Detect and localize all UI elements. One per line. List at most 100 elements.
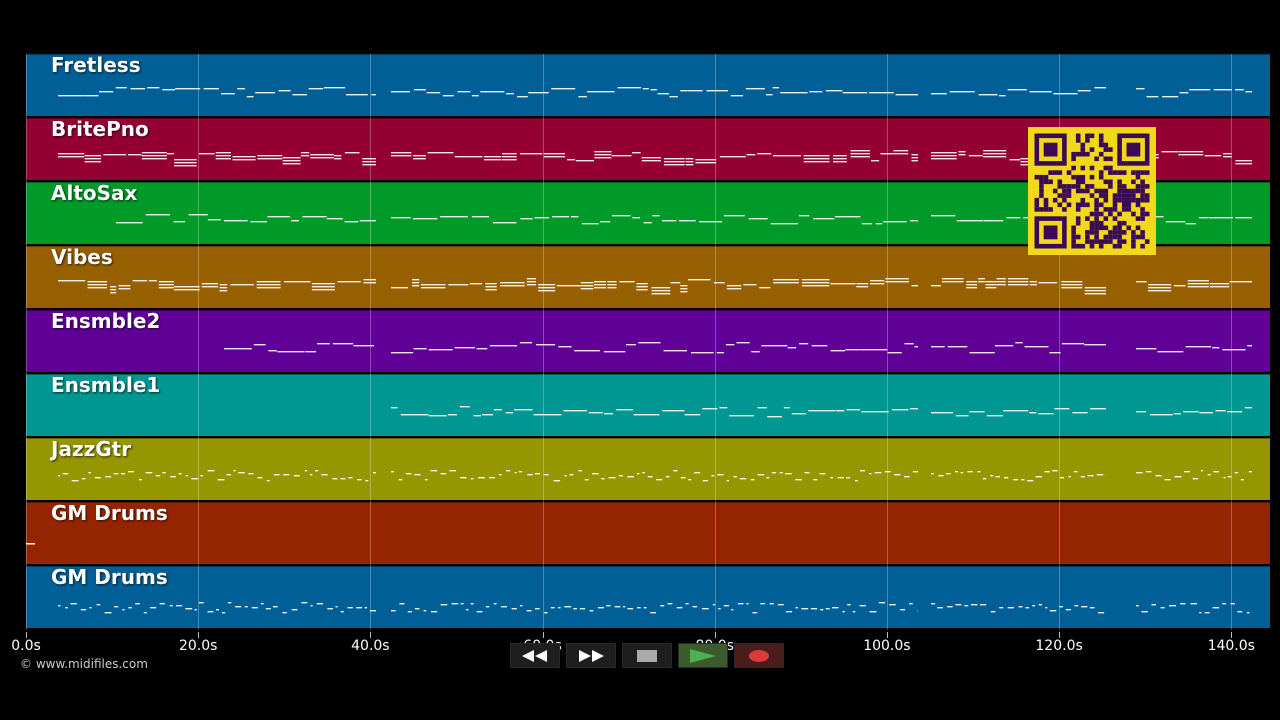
stop-button[interactable] xyxy=(622,643,672,668)
note-mark xyxy=(1027,480,1034,482)
note-mark xyxy=(761,345,788,347)
note-mark xyxy=(65,607,68,609)
note-mark xyxy=(300,152,310,154)
transport-controls xyxy=(510,643,784,668)
time-tick xyxy=(26,632,27,638)
note-mark xyxy=(174,289,200,291)
note-mark xyxy=(1199,612,1202,614)
note-mark xyxy=(820,609,824,611)
note-mark xyxy=(801,608,809,610)
note-mark xyxy=(1246,612,1250,614)
note-mark xyxy=(449,470,456,472)
note-mark xyxy=(623,606,626,608)
note-mark xyxy=(813,218,835,220)
note-mark xyxy=(773,155,801,157)
note-mark xyxy=(594,154,612,156)
note-mark xyxy=(627,476,634,478)
note-mark xyxy=(407,611,412,613)
time-tick xyxy=(1231,632,1233,638)
record-button[interactable] xyxy=(734,643,784,668)
note-mark xyxy=(99,91,114,93)
note-mark xyxy=(636,289,648,291)
qr-code-image xyxy=(1028,127,1156,255)
note-mark xyxy=(860,349,888,351)
note-mark xyxy=(937,607,943,609)
note-mark xyxy=(579,608,586,610)
note-mark xyxy=(573,608,577,610)
rewind-button[interactable] xyxy=(510,643,560,668)
note-mark xyxy=(238,472,245,474)
note-mark xyxy=(967,471,973,473)
play-button[interactable] xyxy=(678,643,728,668)
note-mark xyxy=(353,345,374,347)
note-mark xyxy=(232,156,256,158)
note-mark xyxy=(96,604,101,606)
note-mark xyxy=(391,152,412,154)
note-mark xyxy=(58,156,85,158)
fast-forward-button[interactable] xyxy=(566,643,616,668)
note-mark xyxy=(652,215,660,217)
note-mark xyxy=(412,282,420,284)
note-mark xyxy=(1072,412,1088,414)
note-mark xyxy=(968,155,983,157)
note-mark xyxy=(687,90,703,92)
time-tick-label: 100.0s xyxy=(863,638,911,654)
note-mark xyxy=(533,414,562,416)
note-mark xyxy=(803,158,830,160)
note-mark xyxy=(363,279,376,281)
note-mark xyxy=(909,603,913,605)
track-notes xyxy=(58,470,1252,482)
note-mark xyxy=(706,90,728,92)
note-mark xyxy=(87,284,108,286)
note-mark xyxy=(771,472,777,474)
note-mark xyxy=(1141,611,1148,613)
time-tick-label: 40.0s xyxy=(351,638,390,654)
note-mark xyxy=(1013,479,1019,481)
note-mark xyxy=(527,474,533,476)
note-mark xyxy=(1029,284,1037,286)
note-mark xyxy=(726,288,742,290)
note-mark xyxy=(931,158,957,160)
note-mark xyxy=(663,158,685,160)
note-mark xyxy=(110,289,117,291)
note-mark xyxy=(811,345,828,347)
note-mark xyxy=(162,89,175,91)
note-mark xyxy=(852,611,856,613)
note-mark xyxy=(489,477,496,479)
note-mark xyxy=(970,604,978,606)
note-mark xyxy=(310,605,313,607)
note-mark xyxy=(601,478,605,480)
note-mark xyxy=(1049,610,1057,612)
note-mark xyxy=(257,158,283,160)
note-mark xyxy=(1021,479,1025,481)
note-mark xyxy=(340,478,346,480)
note-mark xyxy=(607,287,617,289)
note-mark xyxy=(326,218,343,220)
note-mark xyxy=(1003,410,1029,412)
note-mark xyxy=(469,283,483,285)
note-mark xyxy=(832,607,839,609)
note-mark xyxy=(594,157,612,159)
note-mark xyxy=(850,153,870,155)
note-mark xyxy=(399,603,405,605)
note-mark xyxy=(256,287,281,289)
note-mark xyxy=(558,607,561,609)
note-mark xyxy=(412,218,438,220)
note-mark xyxy=(1173,413,1181,415)
note-mark xyxy=(757,153,772,155)
note-mark xyxy=(1164,479,1171,481)
note-mark xyxy=(558,346,572,348)
note-mark xyxy=(870,280,885,282)
note-mark xyxy=(893,153,909,155)
note-mark xyxy=(819,473,826,475)
note-mark xyxy=(421,284,446,286)
note-mark xyxy=(723,215,745,217)
note-mark xyxy=(660,605,665,607)
note-mark xyxy=(1185,223,1196,225)
note-mark xyxy=(670,282,681,284)
note-mark xyxy=(1044,471,1050,473)
note-mark xyxy=(571,216,579,218)
note-mark xyxy=(88,472,91,474)
note-mark xyxy=(855,480,858,482)
note-mark xyxy=(414,474,421,476)
